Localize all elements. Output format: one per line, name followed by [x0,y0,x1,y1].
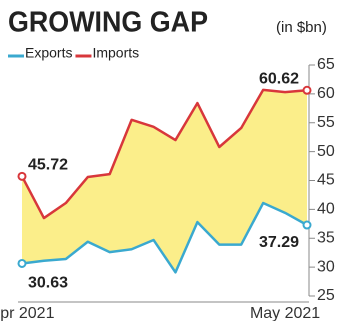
series-line [20,88,308,220]
y-tick-label: 50 [317,143,335,160]
value-label: 45.72 [28,157,68,174]
y-tick-label: 35 [317,229,335,246]
end-marker [302,85,312,95]
series-line [21,201,308,274]
y-tick-label: 30 [317,258,335,275]
y-tick-label: 40 [317,201,335,218]
y-tick-label: 65 [317,56,335,73]
value-label: 37.29 [259,234,299,251]
legend-label: Exports [25,45,72,61]
legend-label: Imports [92,45,139,61]
end-marker [17,258,27,268]
chart-title: GROWING GAP [8,7,208,39]
end-marker [17,171,27,181]
y-tick-label: 60 [317,85,335,102]
end-marker [302,220,312,230]
x-tick-label: May 2021 [250,305,320,321]
value-label: 30.63 [28,275,68,292]
y-tick-label: 45 [317,172,335,189]
x-tick-label: Apr 2021 [0,305,55,321]
y-tick-label: 55 [317,114,335,131]
y-tick-label: 25 [317,287,335,304]
gap-fill [22,89,307,273]
chart-subtitle: (in $bn) [276,19,327,36]
value-label: 60.62 [259,71,299,88]
